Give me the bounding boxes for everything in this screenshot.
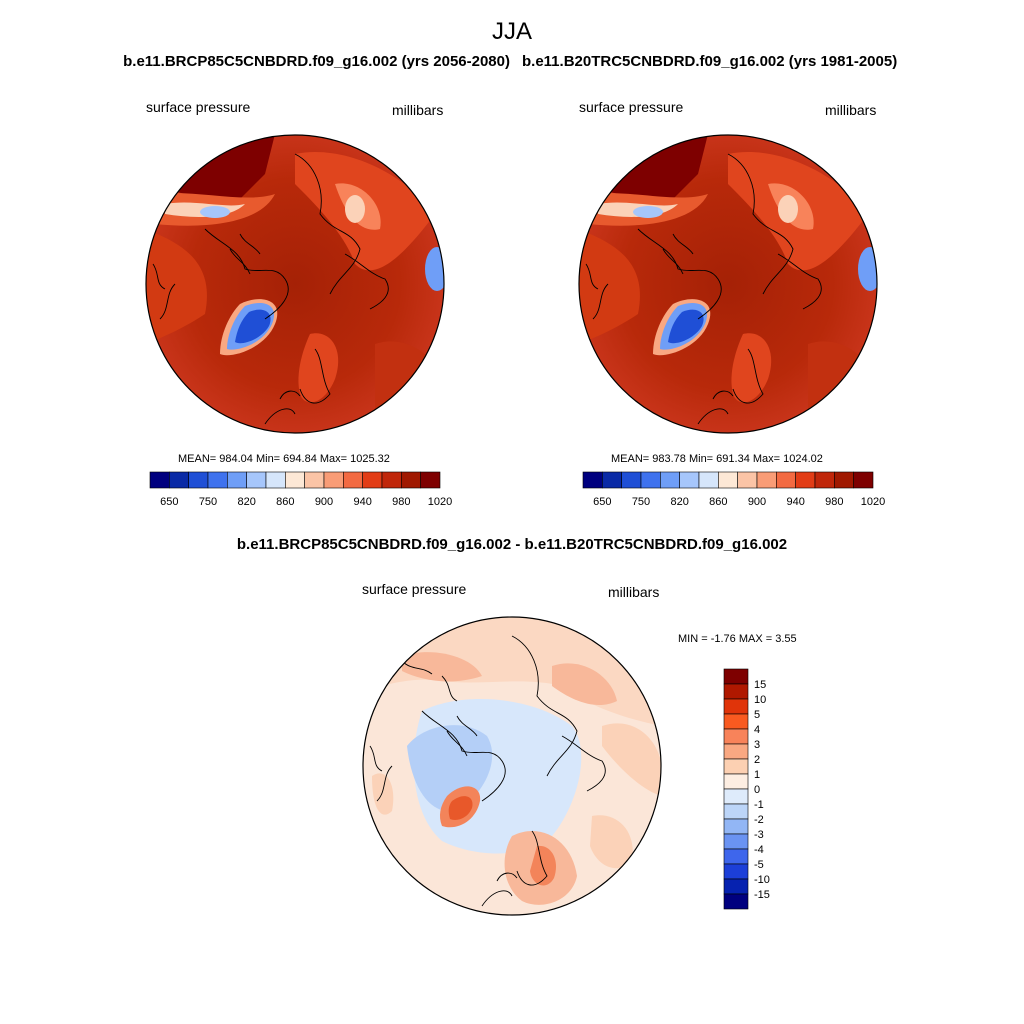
colorbar-diff-swatch	[723, 893, 749, 910]
polar-map-left	[145, 134, 445, 434]
colorbar-diff-tick-label: -10	[754, 874, 770, 886]
colorbar-diff-swatch	[723, 728, 749, 745]
colorbar-diff-tick-label: 10	[754, 694, 766, 706]
colorbar-right-swatch	[718, 471, 738, 489]
colorbar-diff-tick-label: 3	[754, 739, 760, 751]
colorbar-left-tick-label: 820	[237, 496, 255, 508]
colorbar-right-swatch	[621, 471, 642, 489]
colorbar-right-swatch	[795, 471, 816, 489]
colorbar-left-swatch	[207, 471, 228, 489]
colorbar-left-swatch	[246, 471, 267, 489]
colorbar-right-swatch	[834, 471, 854, 489]
colorbar-right-swatch	[853, 471, 874, 489]
colorbar-diff-tick-label: -2	[754, 814, 764, 826]
panel-left-title: b.e11.BRCP85C5CNBDRD.f09_g16.002 (yrs 20…	[123, 53, 510, 70]
colorbar-diff-tick-label: 1	[754, 769, 760, 781]
colorbar-diff-swatch	[723, 773, 749, 790]
colorbar-diff-swatch	[723, 833, 749, 850]
colorbar-right-swatch	[756, 471, 777, 489]
colorbar-diff-swatch	[723, 698, 749, 715]
colorbar-left-tick-label: 900	[315, 496, 333, 508]
colorbar-diff-swatch	[723, 743, 749, 760]
polar-map-right	[578, 134, 878, 434]
colorbar-right-swatch	[737, 471, 758, 489]
colorbar-diff-swatch	[723, 683, 749, 700]
colorbar-diff-swatch	[723, 803, 749, 820]
season-title: JJA	[491, 18, 532, 45]
colorbar-left-swatch	[227, 471, 247, 489]
colorbar-left-tick-label: 750	[199, 496, 217, 508]
colorbar-left-tick-label: 940	[353, 496, 371, 508]
diff-stats: MIN = -1.76 MAX = 3.55	[678, 633, 797, 645]
colorbar-left: 650 750 820 860 900 940 980 1020	[149, 471, 452, 508]
diff-units: millibars	[608, 584, 660, 600]
colorbar-left-swatch	[343, 471, 363, 489]
polar-map-diff	[362, 616, 662, 916]
colorbar-left-swatch	[362, 471, 383, 489]
colorbar-right: 650 750 820 860 900 940 980 1020	[582, 471, 885, 508]
colorbar-diff-swatch	[723, 818, 749, 835]
colorbar-diff-swatch	[723, 668, 749, 685]
colorbar-right-tick-label: 750	[632, 496, 650, 508]
colorbar-left-swatch	[323, 471, 344, 489]
colorbar-diff-swatch	[723, 863, 749, 880]
colorbar-right-swatch	[582, 471, 603, 489]
colorbar-diff-tick-label: 4	[754, 724, 760, 736]
colorbar-diff-tick-label: -4	[754, 844, 764, 856]
panel-right-units: millibars	[825, 102, 877, 118]
colorbar-diff-tick-label: 5	[754, 709, 760, 721]
colorbar-right-swatch	[602, 471, 622, 489]
colorbar-diff-swatch	[723, 848, 749, 865]
colorbar-right-tick-label: 980	[825, 496, 843, 508]
colorbar-diff-swatch	[723, 758, 749, 775]
diff-variable: surface pressure	[362, 581, 467, 597]
colorbar-diff-tick-label: 15	[754, 679, 766, 691]
colorbar-diff-swatch	[723, 878, 749, 895]
colorbar-right-tick-label: 940	[786, 496, 804, 508]
colorbar-right-tick-label: 650	[593, 496, 611, 508]
colorbar-left-swatch	[169, 471, 189, 489]
colorbar-right-swatch	[698, 471, 719, 489]
colorbar-diff-swatch	[723, 788, 749, 805]
colorbar-right-tick-label: 900	[748, 496, 766, 508]
colorbar-diff-tick-label: -5	[754, 859, 764, 871]
colorbar-left-tick-label: 980	[392, 496, 410, 508]
colorbar-diff-tick-label: -15	[754, 889, 770, 901]
panel-right-stats: MEAN= 983.78 Min= 691.34 Max= 1024.02	[611, 453, 823, 465]
colorbar-right-tick-label: 820	[670, 496, 688, 508]
colorbar-left-swatch	[188, 471, 209, 489]
colorbar-right-swatch	[776, 471, 796, 489]
colorbar-left-tick-label: 860	[276, 496, 294, 508]
colorbar-left-swatch	[149, 471, 170, 489]
colorbar-left-swatch	[265, 471, 286, 489]
colorbar-diff-tick-label: 2	[754, 754, 760, 766]
colorbar-left-swatch	[401, 471, 421, 489]
diff-title: b.e11.BRCP85C5CNBDRD.f09_g16.002 - b.e11…	[236, 536, 788, 553]
colorbar-left-swatch	[285, 471, 305, 489]
colorbar-left-swatch	[304, 471, 325, 489]
colorbar-right-tick-label: 1020	[861, 496, 885, 508]
colorbar-diff-tick-label: 0	[754, 784, 760, 796]
panel-left-stats: MEAN= 984.04 Min= 694.84 Max= 1025.32	[178, 453, 390, 465]
colorbar-diff-swatch	[723, 713, 749, 730]
colorbar-right-tick-label: 860	[709, 496, 727, 508]
colorbar-diff-tick-label: -1	[754, 799, 764, 811]
colorbar-left-swatch	[381, 471, 402, 489]
colorbar-diff-tick-label: -3	[754, 829, 764, 841]
colorbar-right-swatch	[640, 471, 661, 489]
colorbar-right-swatch	[814, 471, 835, 489]
panel-right-title: b.e11.B20TRC5CNBDRD.f09_g16.002 (yrs 198…	[522, 53, 898, 70]
panel-left-units: millibars	[392, 102, 444, 118]
panel-left-variable: surface pressure	[146, 99, 251, 115]
colorbar-left-tick-label: 650	[160, 496, 178, 508]
colorbar-right-swatch	[679, 471, 700, 489]
colorbar-left-tick-label: 1020	[428, 496, 452, 508]
colorbar-right-swatch	[660, 471, 680, 489]
panel-right-variable: surface pressure	[579, 99, 684, 115]
colorbar-left-swatch	[420, 471, 441, 489]
